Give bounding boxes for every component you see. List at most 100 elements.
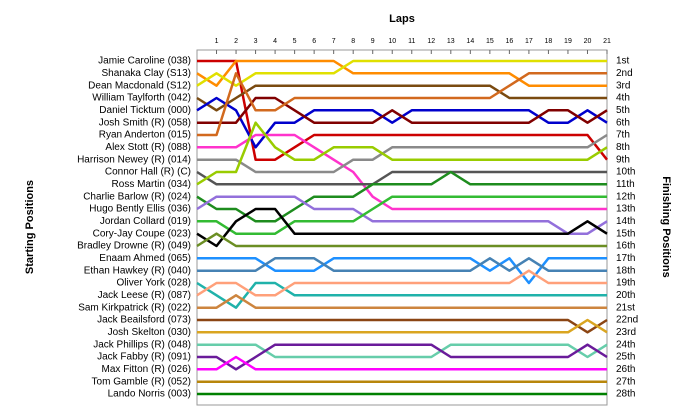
- x-tick-label: 3: [254, 38, 258, 45]
- start-label: Ross Martin (034): [112, 179, 191, 190]
- finish-label: 7th: [616, 130, 630, 141]
- finish-label: 20th: [616, 290, 635, 301]
- driver-line: [197, 355, 607, 371]
- start-label: Max Fitton (R) (026): [102, 364, 191, 375]
- finish-label: 15th: [616, 228, 635, 239]
- y2-axis-title: Finishing Positions: [660, 176, 672, 277]
- finish-label: 21st: [616, 302, 635, 313]
- x-tick-label: 9: [371, 38, 375, 45]
- driver-line: [197, 133, 608, 174]
- finish-label: 24th: [616, 339, 635, 350]
- x-tick-label: 8: [351, 38, 355, 45]
- driver-line: [196, 121, 608, 186]
- start-label: Lando Norris (003): [108, 389, 191, 400]
- finish-label: 11th: [616, 179, 635, 190]
- driver-line: [196, 269, 607, 297]
- driver-line: [197, 318, 608, 334]
- driver-line: [196, 195, 608, 235]
- finish-label: 3rd: [616, 80, 630, 91]
- driver-line: [196, 170, 607, 223]
- x-tick-label: 2: [234, 38, 238, 45]
- start-label: Enaam Ahmed (065): [99, 253, 191, 264]
- x-tick-label: 15: [486, 38, 494, 45]
- x-tick-label: 13: [447, 38, 455, 45]
- driver-line: [197, 257, 607, 272]
- driver-line: [196, 281, 607, 309]
- finish-label: 16th: [616, 241, 635, 252]
- finish-label: 22nd: [616, 315, 638, 326]
- x-tick-label: 16: [505, 38, 513, 45]
- driver-line: [196, 96, 608, 149]
- x-tick-label: 5: [293, 38, 297, 45]
- start-label: Ryan Anderton (015): [99, 130, 191, 141]
- start-label: Harrison Newey (R) (014): [77, 154, 191, 165]
- x-tick-label: 10: [388, 38, 396, 45]
- driver-line: [196, 170, 607, 186]
- x-tick-label: 19: [564, 38, 572, 45]
- x-tick-label: 20: [584, 38, 592, 45]
- start-label: Jack Leese (R) (087): [98, 290, 191, 301]
- start-label: Jack Beailsford (073): [97, 315, 191, 326]
- x-tick-label: 18: [545, 38, 553, 45]
- start-label: Josh Smith (R) (058): [99, 117, 191, 128]
- driver-line: [196, 59, 607, 87]
- finish-label: 4th: [616, 93, 630, 104]
- start-label: Tom Gamble (R) (052): [92, 376, 191, 387]
- start-label: Charlie Barlow (R) (024): [83, 191, 191, 202]
- driver-line: [197, 318, 608, 334]
- x-tick-label: 21: [603, 38, 611, 45]
- finish-label: 25th: [616, 352, 635, 363]
- driver-line: [197, 195, 607, 235]
- driver-line: [197, 96, 608, 124]
- start-label: Connor Hall (R) (C): [105, 167, 191, 178]
- start-label: William Taylforth (042): [92, 93, 191, 104]
- finish-label: 9th: [616, 154, 630, 165]
- finish-label: 27th: [616, 376, 635, 387]
- driver-line: [197, 343, 608, 371]
- x-tick-label: 11: [408, 38, 415, 45]
- finish-label: 1st: [616, 56, 630, 67]
- start-label: Alex Stott (R) (088): [105, 142, 191, 153]
- x-tick-label: 12: [427, 38, 435, 45]
- start-label: Cory-Jay Coupe (023): [93, 228, 191, 239]
- start-label: Jack Fabby (R) (091): [97, 352, 191, 363]
- driver-line: [197, 294, 607, 309]
- x-tick-label: 7: [332, 38, 336, 45]
- driver-line: [196, 232, 607, 248]
- start-label: Jack Phillips (R) (048): [93, 339, 191, 350]
- finish-label: 28th: [616, 389, 635, 400]
- finish-label: 8th: [616, 142, 630, 153]
- driver-line: [197, 72, 607, 137]
- start-label: Oliver York (028): [117, 278, 191, 289]
- start-label: Shanaka Clay (S13): [102, 68, 192, 79]
- start-label: Ethan Hawkey (R) (040): [84, 265, 191, 276]
- x-tick-label: 1: [215, 38, 219, 45]
- driver-line: [196, 59, 607, 87]
- finish-label: 17th: [616, 253, 635, 264]
- finish-label: 14th: [616, 216, 635, 227]
- driver-line: [196, 84, 607, 112]
- finish-label: 19th: [616, 278, 635, 289]
- finish-label: 5th: [616, 105, 630, 116]
- driver-line: [197, 59, 608, 161]
- start-label: Sam Kirkpatrick (R) (022): [78, 302, 191, 313]
- start-label: Jordan Collard (019): [100, 216, 191, 227]
- x-tick-label: 4: [273, 38, 277, 45]
- start-label: Dean Macdonald (S12): [88, 80, 191, 91]
- start-label: Hugo Bently Ellis (036): [89, 204, 191, 215]
- x-axis-title: Laps: [389, 13, 415, 25]
- finish-label: 18th: [616, 265, 635, 276]
- finish-label: 10th: [616, 167, 635, 178]
- driver-line: [196, 207, 608, 248]
- finish-label: 13th: [616, 204, 635, 215]
- plot-frame: [196, 49, 608, 406]
- start-label: Bradley Drowne (R) (049): [77, 241, 191, 252]
- y-axis-title: Starting Positions: [24, 180, 36, 274]
- finish-label: 6th: [616, 117, 630, 128]
- x-tick-label: 17: [525, 38, 533, 45]
- finish-label: 23rd: [616, 327, 636, 338]
- x-tick-label: 14: [466, 38, 474, 45]
- start-label: Josh Skelton (030): [108, 327, 191, 338]
- start-label: Jamie Caroline (038): [98, 56, 191, 67]
